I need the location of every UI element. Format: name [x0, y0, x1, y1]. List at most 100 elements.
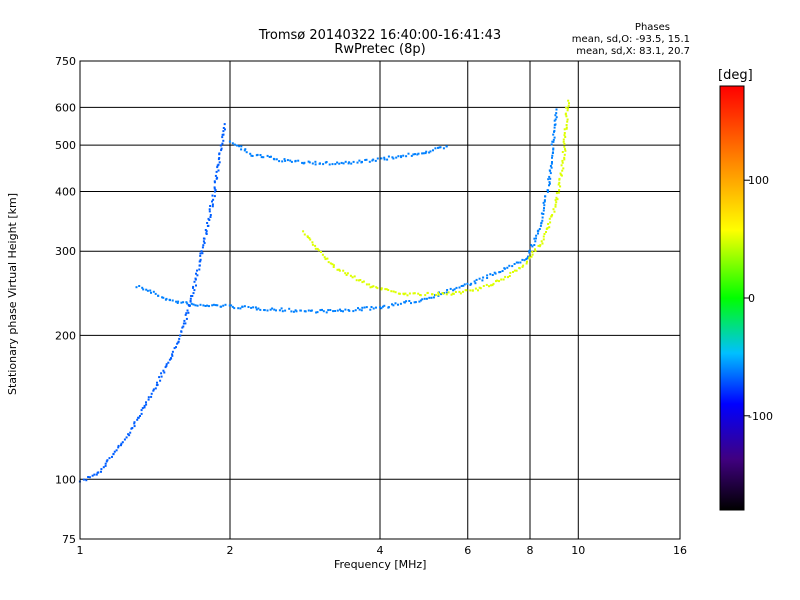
trace-point — [266, 154, 269, 157]
trace-point — [340, 309, 343, 312]
trace-point — [364, 159, 367, 161]
trace-point — [442, 292, 445, 295]
trace-point — [102, 466, 105, 469]
trace-point — [498, 271, 501, 274]
trace-point — [517, 261, 520, 264]
trace-point — [193, 289, 196, 292]
trace-point — [413, 301, 416, 304]
trace-point — [222, 133, 225, 136]
trace-point — [346, 272, 349, 275]
trace-point — [371, 285, 374, 288]
trace-point — [183, 319, 186, 322]
trace-point — [324, 258, 327, 261]
trace-point — [565, 115, 568, 118]
trace-point — [554, 123, 557, 126]
x-tick-label: 6 — [464, 544, 471, 557]
trace-point — [450, 293, 453, 296]
trace-point — [531, 253, 534, 256]
trace-point — [425, 297, 428, 300]
trace-point — [375, 306, 377, 309]
trace-point — [432, 296, 435, 299]
trace-point — [185, 301, 188, 304]
trace-point — [260, 156, 263, 159]
trace-point — [211, 205, 214, 208]
trace-point — [362, 280, 365, 283]
trace-point — [442, 147, 445, 150]
trace-point — [178, 337, 181, 340]
trace-point — [176, 302, 179, 304]
trace-point — [223, 123, 226, 126]
trace-point — [563, 134, 566, 137]
trace-point — [482, 276, 485, 279]
trace-point — [549, 177, 552, 180]
trace-point — [552, 208, 555, 211]
trace-point — [156, 381, 158, 384]
trace-point — [478, 286, 481, 289]
trace-point — [310, 309, 313, 312]
data-points — [78, 99, 570, 483]
trace-point — [220, 144, 223, 147]
trace-point — [320, 251, 322, 253]
trace-point — [195, 284, 197, 287]
trace-point — [145, 401, 147, 404]
trace-point — [157, 294, 160, 297]
trace-point — [508, 275, 511, 277]
trace-point — [391, 303, 393, 306]
trace-point — [481, 279, 484, 282]
trace-point — [553, 210, 556, 213]
trace-point — [87, 476, 90, 478]
trace-point — [414, 153, 416, 156]
trace-point — [370, 306, 373, 308]
trace-point — [535, 234, 538, 237]
trace-point — [374, 159, 377, 162]
trace-point — [379, 306, 381, 309]
trace-point — [534, 248, 536, 251]
trace-point — [316, 247, 319, 250]
trace-point — [542, 209, 545, 212]
trace-point — [376, 287, 379, 290]
trace-point — [194, 304, 197, 307]
trace-point — [525, 258, 528, 260]
trace-point — [180, 330, 183, 333]
trace-point — [280, 307, 283, 310]
trace-point — [175, 300, 178, 303]
trace-point — [209, 214, 212, 216]
trace-point — [568, 102, 570, 105]
trace-point — [182, 322, 185, 325]
trace-point — [180, 301, 183, 304]
trace-point — [537, 244, 540, 247]
trace-point — [434, 294, 436, 297]
trace-point — [214, 189, 217, 192]
trace-point — [204, 305, 207, 307]
trace-point — [289, 159, 292, 162]
trace-point — [190, 302, 193, 305]
trace-point — [561, 161, 564, 164]
trace-point — [141, 286, 144, 289]
trace-point — [351, 276, 354, 279]
trace-point — [563, 158, 566, 161]
trace-point — [562, 138, 565, 141]
trace-point — [406, 294, 409, 297]
x-axis-label: Frequency [MHz] — [334, 558, 427, 571]
trace-point — [424, 294, 427, 297]
colorbar-tick-label: 100 — [748, 174, 769, 187]
trace-point — [238, 145, 241, 148]
trace-point — [214, 304, 217, 307]
trace-point — [213, 195, 216, 198]
trace-point — [363, 306, 366, 309]
trace-point — [360, 309, 363, 312]
trace-point — [342, 162, 345, 165]
trace-point — [466, 282, 469, 285]
trace-point — [560, 173, 563, 176]
trace-point — [182, 301, 185, 304]
trace-point — [383, 158, 386, 161]
trace-point — [187, 304, 190, 306]
trace-point — [430, 296, 433, 299]
trace-point — [535, 237, 537, 240]
trace-point — [257, 307, 260, 310]
trace-point — [543, 233, 546, 235]
trace-point — [139, 415, 141, 417]
trace-point — [355, 279, 358, 282]
trace-point — [217, 169, 220, 172]
trace-point — [303, 161, 306, 164]
